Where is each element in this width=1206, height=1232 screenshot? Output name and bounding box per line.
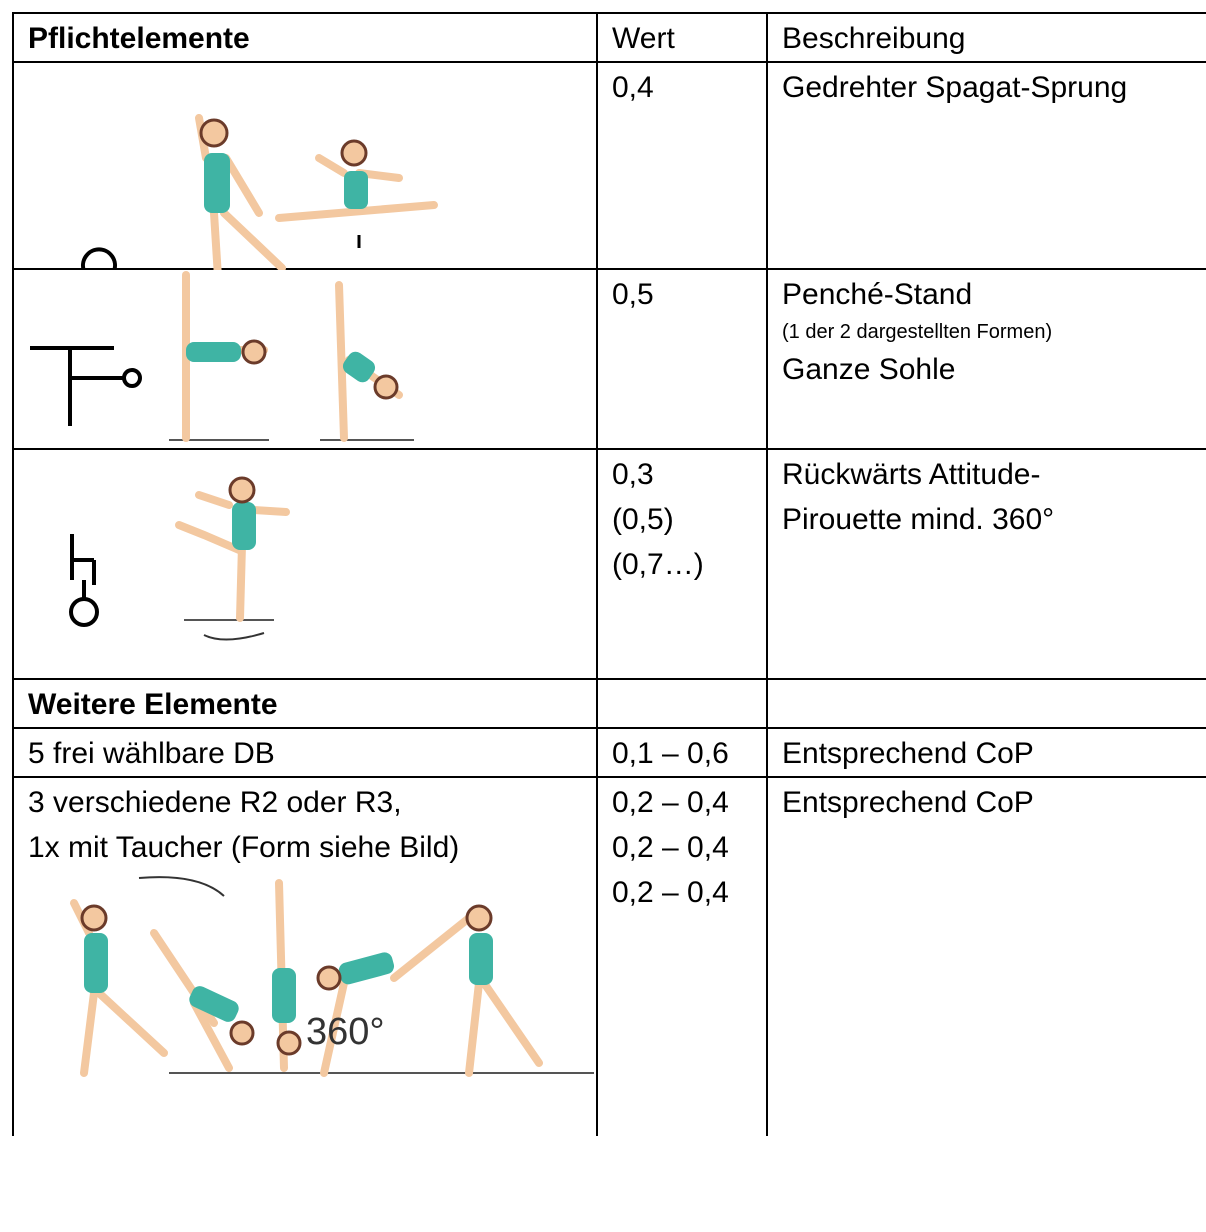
- value: 0,3: [612, 458, 654, 491]
- value-cell: 0,1 – 0,6: [596, 727, 768, 778]
- image-cell: [12, 448, 598, 680]
- value: 0,2 – 0,4: [612, 831, 729, 864]
- value-cell: 0,5: [596, 268, 768, 450]
- row: 5 frei wählbare DB 0,1 – 0,6 Entsprechen…: [12, 727, 1206, 778]
- element: 3 verschiedene R2 oder R3,: [28, 786, 402, 819]
- element-cell: 3 verschiedene R2 oder R3, 1x mit Tauche…: [12, 776, 598, 1136]
- description: Entsprechend CoP: [782, 737, 1034, 770]
- row: 0,5 Penché-Stand (1 der 2 dargestellten …: [12, 268, 1206, 450]
- empty-cell: [766, 678, 1206, 729]
- value-cell: 0,3 (0,5) (0,7…): [596, 448, 768, 680]
- illustration: [44, 114, 438, 270]
- row: 0,4 Gedrehter Spagat-Sprung: [12, 61, 1206, 270]
- element: 5 frei wählbare DB: [28, 737, 275, 770]
- page: Pflichtelemente Wert Beschreibung 0: [12, 12, 1206, 1136]
- value: 0,4: [612, 71, 654, 104]
- element: 1x mit Taucher (Form siehe Bild): [28, 831, 460, 864]
- description-cell: Entsprechend CoP: [766, 727, 1206, 778]
- description: Rückwärts Attitude-: [782, 458, 1041, 491]
- value: 0,1 – 0,6: [612, 737, 729, 770]
- image-cell: [12, 268, 598, 450]
- description: Gedrehter Spagat-Sprung: [782, 71, 1128, 104]
- empty-cell: [596, 678, 768, 729]
- header-row: Pflichtelemente Wert Beschreibung: [12, 12, 1206, 63]
- note: (1 der 2 dargestellten Formen): [782, 321, 1053, 343]
- description: Pirouette mind. 360°: [782, 503, 1055, 536]
- description-cell: Rückwärts Attitude- Pirouette mind. 360°: [766, 448, 1206, 680]
- header-cell: Beschreibung: [766, 12, 1206, 63]
- illustration: [30, 271, 414, 442]
- image-label: 360°: [306, 1011, 385, 1053]
- section-row: Weitere Elemente: [12, 678, 1206, 729]
- value: (0,5): [612, 503, 674, 536]
- value-cell: 0,4: [596, 61, 768, 270]
- element-cell: 5 frei wählbare DB: [12, 727, 598, 778]
- illustration: [69, 476, 290, 641]
- description-cell: Gedrehter Spagat-Sprung: [766, 61, 1206, 270]
- value: (0,7…): [612, 548, 704, 581]
- image-cell: [12, 61, 598, 270]
- value: 0,5: [612, 278, 654, 311]
- section-cell: Weitere Elemente: [12, 678, 598, 729]
- description: Penché-Stand: [782, 278, 973, 311]
- description-cell: Penché-Stand (1 der 2 dargestellten Form…: [766, 268, 1206, 450]
- row: 3 verschiedene R2 oder R3, 1x mit Tauche…: [12, 776, 1206, 1136]
- value-cell: 0,2 – 0,4 0,2 – 0,4 0,2 – 0,4: [596, 776, 768, 1136]
- illustration: [70, 876, 594, 1077]
- row: 0,3 (0,5) (0,7…) Rückwärts Attitude- Pir…: [12, 448, 1206, 680]
- header-cell: Wert: [596, 12, 768, 63]
- description-cell: Entsprechend CoP: [766, 776, 1206, 1136]
- header-cell: Pflichtelemente: [12, 12, 598, 63]
- value: 0,2 – 0,4: [612, 876, 729, 909]
- description: Entsprechend CoP: [782, 786, 1034, 819]
- value: 0,2 – 0,4: [612, 786, 729, 819]
- description: Ganze Sohle: [782, 353, 956, 386]
- elements-table: Pflichtelemente Wert Beschreibung 0: [12, 12, 1206, 1136]
